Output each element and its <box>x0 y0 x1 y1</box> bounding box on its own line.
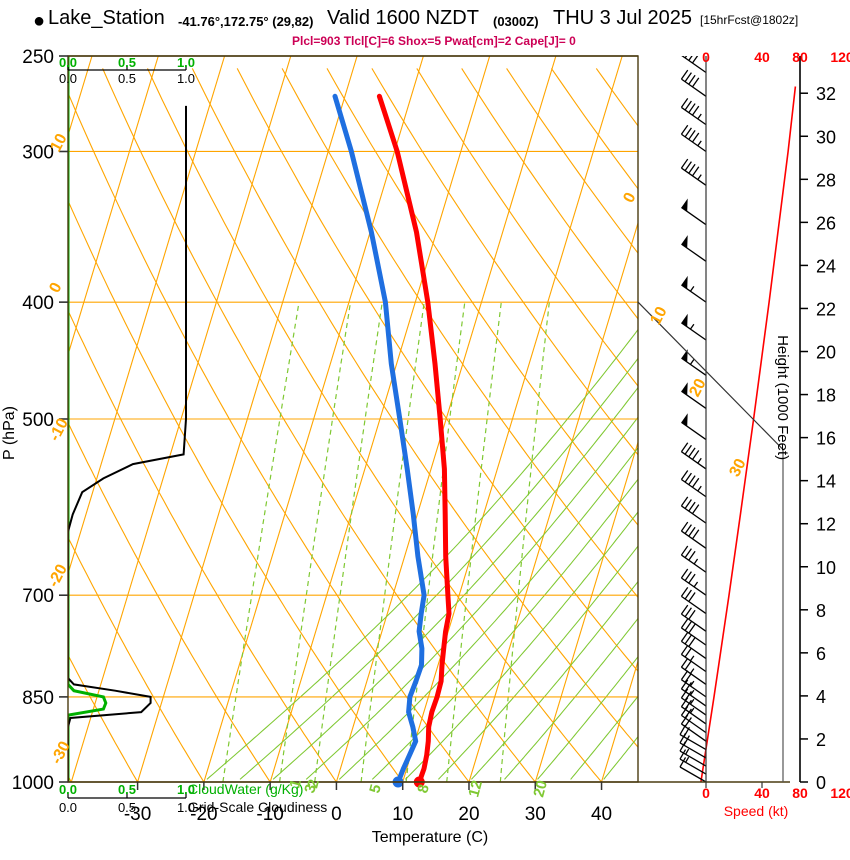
cloudwater-tick-top: 1.0 <box>177 55 195 70</box>
height-tick: 4 <box>816 687 826 707</box>
height-tick: 22 <box>816 299 836 319</box>
pressure-axis-label: P (hPa) <box>1 406 18 460</box>
axis-decorations <box>59 55 808 799</box>
station-name: Lake_Station <box>48 7 165 29</box>
speed-tick: 80 <box>792 785 808 801</box>
cloudiness-tick: 0.0 <box>59 800 77 815</box>
cloudwater-tick: 0.0 <box>59 782 77 797</box>
height-tick: 30 <box>816 127 836 147</box>
mixing-ratio-label: 12 <box>465 779 486 800</box>
mixing-ratio-label: 20 <box>530 779 551 800</box>
valid-time: Valid 1600 NZDT <box>327 7 479 29</box>
valid-utc: (0300Z) <box>493 14 539 29</box>
temperature-axis-label: Temperature (C) <box>372 829 488 846</box>
isotherm-label: 10 <box>47 131 70 155</box>
pressure-tick: 1000 <box>12 773 54 794</box>
height-tick: 26 <box>816 213 836 233</box>
mixing-ratio-label: 5 <box>366 783 385 795</box>
stability-indices: Plcl=903 Tlcl[C]=6 Shox=5 Pwat[cm]=2 Cap… <box>292 34 576 48</box>
speed-tick: 120 <box>830 785 850 801</box>
temperature-tick: -20 <box>190 804 217 825</box>
pressure-tick: 850 <box>22 688 54 709</box>
temperature-tick: -10 <box>256 804 283 825</box>
cloudiness-tick-top: 1.0 <box>177 71 195 86</box>
height-tick: 32 <box>816 84 836 104</box>
pressure-tick: 300 <box>22 142 54 163</box>
height-tick: 6 <box>816 644 826 664</box>
speed-tick: 40 <box>754 785 770 801</box>
height-tick: 20 <box>816 343 836 363</box>
wind-barb-column <box>679 56 797 783</box>
cloudiness-tick: 0.5 <box>118 800 136 815</box>
height-tick: 24 <box>816 256 836 276</box>
speed-tick-top: 120 <box>830 49 850 65</box>
height-tick: 14 <box>816 472 836 492</box>
isotherm-label: 10 <box>647 304 670 328</box>
temperature-tick: 30 <box>525 804 546 825</box>
isotherm-label: 0 <box>620 190 639 206</box>
height-tick: 16 <box>816 429 836 449</box>
cloudiness-legend: Grid-Scale Cloudiness <box>188 799 327 815</box>
pressure-tick: 500 <box>22 410 54 431</box>
cloudiness-tick: 1.0 <box>177 800 195 815</box>
temperature-tick: -30 <box>124 804 151 825</box>
pressure-tick: 700 <box>22 586 54 607</box>
station-bullet: ● <box>33 10 46 32</box>
isotherm-label: 20 <box>686 376 709 400</box>
cloudiness-tick-top: 0.0 <box>59 71 77 86</box>
cloudwater-tick: 0.5 <box>118 782 136 797</box>
height-tick: 28 <box>816 170 836 190</box>
height-tick: 8 <box>816 601 826 621</box>
height-tick: 18 <box>816 386 836 406</box>
temperature-tick: 40 <box>591 804 612 825</box>
height-tick: 10 <box>816 558 836 578</box>
height-tick: 0 <box>816 773 826 793</box>
isotherm-label: 30 <box>726 456 749 480</box>
cloudwater-tick: 1.0 <box>177 782 195 797</box>
skewt-grid <box>68 55 638 783</box>
pressure-tick: 400 <box>22 293 54 314</box>
speed-tick-top: 80 <box>792 49 808 65</box>
height-tick: 2 <box>816 730 826 750</box>
valid-date: THU 3 Jul 2025 <box>553 7 692 29</box>
cloudwater-tick-top: 0.5 <box>118 55 136 70</box>
temperature-tick: 10 <box>392 804 413 825</box>
speed-tick-top: 40 <box>754 49 770 65</box>
isotherm-label: -30 <box>48 739 74 767</box>
height-axis-label: Height (1000 Feet) <box>774 335 791 460</box>
pressure-tick: 250 <box>22 47 54 68</box>
temperature-tick: 20 <box>458 804 479 825</box>
speed-axis-label: Speed (kt) <box>724 803 789 819</box>
station-coords: -41.76°,172.75° (29,82) <box>178 14 314 29</box>
height-tick: 12 <box>816 515 836 535</box>
speed-tick-top: 0 <box>702 49 710 65</box>
cloud-curves <box>68 56 187 782</box>
cloudiness-tick-top: 0.5 <box>118 71 136 86</box>
speed-tick: 0 <box>702 785 710 801</box>
forecast-tag: [15hrFcst@1802z] <box>700 13 799 27</box>
cloudwater-legend: CloudWater (g/Kg) <box>188 781 303 797</box>
profile-curves <box>332 93 452 788</box>
cloudwater-tick-top: 0.0 <box>59 55 77 70</box>
temperature-tick: 0 <box>331 804 342 825</box>
